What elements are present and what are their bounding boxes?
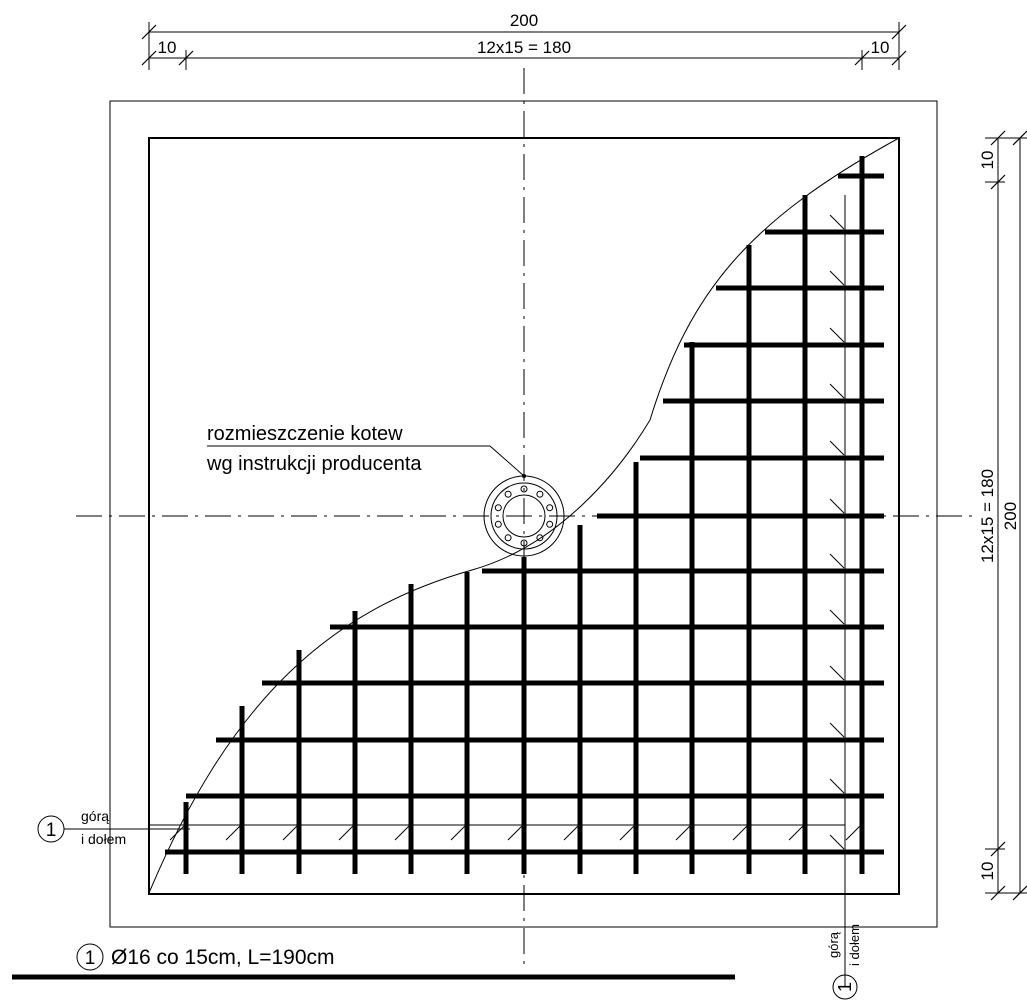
hook-mark [829, 214, 845, 230]
legend-bar-circle [76, 943, 104, 971]
hook-mark [829, 834, 845, 850]
right-dimension [985, 130, 1027, 901]
hook-mark [829, 609, 845, 625]
anchor-note-line2: wg instrukcji producenta [206, 453, 422, 475]
bar-mark-left-line2: i dołem [81, 831, 126, 847]
bolt-hole [520, 485, 528, 493]
anchor-plate [483, 475, 565, 557]
right-dimension-overall: 200 [1001, 502, 1020, 530]
hook-mark [829, 440, 845, 456]
bar-hooks-bottom [169, 825, 861, 841]
anchor-note-dot [522, 474, 526, 478]
hook-mark [829, 665, 845, 681]
bar-hooks-right [829, 214, 845, 850]
bar-mark-left-line1: górą [81, 808, 109, 824]
top-dimension-middle: 12x15 = 180 [477, 38, 571, 57]
right-dimension-middle: 12x15 = 180 [978, 469, 997, 563]
bar-mark-bottom-line2: i dołem [847, 924, 862, 966]
bar-mark-bottom-number: 1 [835, 982, 855, 992]
hook-mark [829, 722, 845, 738]
bar-mark-left-number: 1 [46, 820, 57, 841]
legend-bar-text: Ø16 co 15cm, L=190cm [111, 946, 335, 969]
top-dimension-left-end: 10 [158, 38, 177, 57]
top-dimension-right-end: 10 [871, 38, 890, 57]
right-dimension-bottom-end: 10 [978, 862, 997, 881]
hook-mark [829, 498, 845, 514]
hook-mark [675, 825, 691, 841]
hook-mark [829, 383, 845, 399]
bolt-hole [494, 520, 502, 528]
hook-mark [788, 825, 804, 841]
anchor-bolt-holes [494, 485, 554, 547]
vertical-bars [183, 156, 865, 874]
top-dimension-overall: 200 [510, 11, 538, 30]
right-dimension-top-end: 10 [978, 151, 997, 170]
hook-mark [338, 825, 354, 841]
bolt-hole [494, 504, 502, 512]
hook-mark [829, 327, 845, 343]
hook-mark [845, 825, 861, 841]
hook-mark [829, 270, 845, 286]
hook-mark [225, 825, 241, 841]
top-dimension [141, 22, 907, 70]
bolt-hole [546, 504, 554, 512]
hook-mark [394, 825, 410, 841]
cutaway-curve [148, 137, 900, 894]
hook-mark [507, 825, 523, 841]
bolt-hole [536, 490, 544, 498]
hook-mark [619, 825, 635, 841]
hook-mark [732, 825, 748, 841]
bolt-hole [536, 534, 544, 542]
bar-mark-bottom-line1: górą [826, 931, 841, 958]
bolt-hole [546, 520, 554, 528]
legend-bar-number: 1 [85, 948, 96, 969]
hook-mark [563, 825, 579, 841]
hook-mark [282, 825, 298, 841]
anchor-note-pointer [489, 445, 525, 477]
hook-mark [829, 778, 845, 794]
hook-mark [450, 825, 466, 841]
anchor-note-line1: rozmieszczenie kotew [207, 423, 403, 445]
bolt-hole [520, 539, 528, 547]
bolt-hole [504, 534, 512, 542]
bolt-hole [504, 490, 512, 498]
hook-mark [829, 553, 845, 569]
hook-mark [169, 825, 185, 841]
bar-mark-bottom-circle [832, 974, 858, 1000]
